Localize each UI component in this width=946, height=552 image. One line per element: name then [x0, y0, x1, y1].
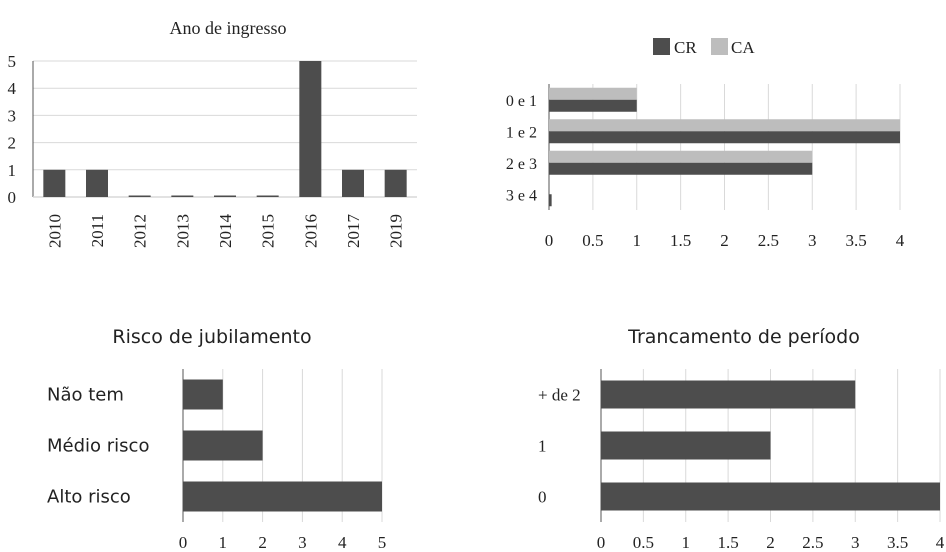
bar — [171, 195, 194, 197]
x-tick-label: 2 — [720, 231, 729, 250]
chart-ano-de-ingresso: Ano de ingresso 0 1 2 3 4 5 2010 2011 2012 2013 2… — [8, 18, 417, 249]
bar-ca — [549, 150, 813, 163]
bar-cr — [549, 99, 637, 112]
x-tick-label: 2011 — [88, 214, 107, 247]
x-tick-label: 1 — [633, 231, 642, 250]
bar-cr — [549, 131, 900, 144]
bar — [128, 195, 151, 197]
bar — [214, 195, 236, 197]
bar — [183, 481, 382, 512]
x-tick-label: 1 — [682, 533, 691, 552]
x-tick-label: 3.5 — [887, 533, 908, 552]
x-tick-label: 0 — [597, 533, 606, 552]
chart-cr-ca: CR CA 0 e 1 1 e 2 2 e 3 3 e 4 0 0.5 1 1.5 2 2.5 3… — [506, 38, 905, 250]
x-tick-label: 4 — [896, 231, 905, 250]
chart-trancamento-de-periodo: Trancamento de período + de 2 1 0 0 0.5 1 1.5… — [538, 326, 945, 552]
y-tick-label: 3 — [8, 106, 17, 125]
y-category-label: 1 e 2 — [506, 124, 537, 141]
legend-label-ca: CA — [731, 38, 755, 57]
bar — [601, 482, 940, 511]
y-category-label: 2 e 3 — [506, 156, 537, 173]
x-tick-label: 3 — [298, 533, 307, 552]
y-category-label: Médio risco — [47, 436, 149, 457]
chart-title: Risco de jubilamento — [112, 326, 311, 348]
bar — [601, 431, 771, 460]
y-tick-label: 0 — [8, 188, 17, 207]
x-tick-label: 2012 — [131, 214, 150, 248]
x-tick-label: 0 — [179, 533, 188, 552]
x-tick-label: 2010 — [45, 214, 64, 248]
x-tick-label: 0 — [545, 231, 554, 250]
x-tick-label: 2014 — [216, 214, 235, 249]
chart-title: Ano de ingresso — [170, 18, 287, 38]
x-tick-label: 2.5 — [758, 231, 779, 250]
x-tick-label: 4 — [936, 533, 945, 552]
y-category-label: 1 — [538, 437, 547, 456]
legend-swatch-cr — [653, 38, 670, 55]
bar — [342, 169, 364, 197]
legend-swatch-ca — [711, 38, 728, 55]
x-tick-label: 3 — [851, 533, 860, 552]
bar-cr — [549, 162, 813, 175]
bar — [183, 379, 223, 410]
x-tick-label: 2013 — [173, 214, 192, 248]
y-tick-label: 4 — [8, 79, 17, 98]
chart-title: Trancamento de período — [627, 326, 860, 348]
x-tick-label: 5 — [378, 533, 387, 552]
bar — [384, 169, 407, 197]
bar — [601, 380, 856, 409]
x-tick-label: 2 — [258, 533, 267, 552]
bar — [256, 195, 279, 197]
legend-label-cr: CR — [674, 38, 697, 57]
bar-cr — [549, 194, 552, 207]
y-category-label: 0 — [538, 488, 547, 507]
bar — [299, 61, 322, 197]
y-category-label: Não tem — [47, 385, 124, 406]
y-category-label: 3 e 4 — [506, 187, 537, 204]
y-tick-label: 2 — [8, 134, 17, 153]
x-tick-label: 1 — [219, 533, 228, 552]
x-tick-label: 0.5 — [582, 231, 603, 250]
y-category-label: + de 2 — [538, 386, 581, 405]
x-tick-label: 2016 — [301, 214, 320, 248]
bar-ca — [549, 119, 900, 132]
y-category-label: 0 e 1 — [506, 93, 537, 110]
y-tick-label: 1 — [8, 161, 17, 180]
y-tick-label: 5 — [8, 52, 17, 71]
x-tick-label: 1.5 — [670, 231, 691, 250]
bar — [183, 430, 263, 461]
x-tick-label: 3 — [808, 231, 817, 250]
bar — [43, 169, 66, 197]
legend: CR CA — [653, 38, 755, 57]
bar — [86, 169, 108, 197]
chart-risco-de-jubilamento: Risco de jubilamento Não tem Médio risco A… — [47, 326, 386, 552]
bar-ca — [549, 87, 637, 100]
x-tick-label: 2017 — [344, 214, 363, 249]
x-tick-label: 3.5 — [846, 231, 867, 250]
x-tick-label: 2015 — [259, 214, 278, 248]
y-category-label: Alto risco — [47, 487, 131, 508]
x-tick-label: 2.5 — [802, 533, 823, 552]
x-tick-label: 1.5 — [718, 533, 739, 552]
x-tick-label: 2019 — [387, 214, 406, 248]
x-tick-label: 2 — [766, 533, 775, 552]
x-tick-label: 0.5 — [633, 533, 654, 552]
x-tick-label: 4 — [338, 533, 347, 552]
